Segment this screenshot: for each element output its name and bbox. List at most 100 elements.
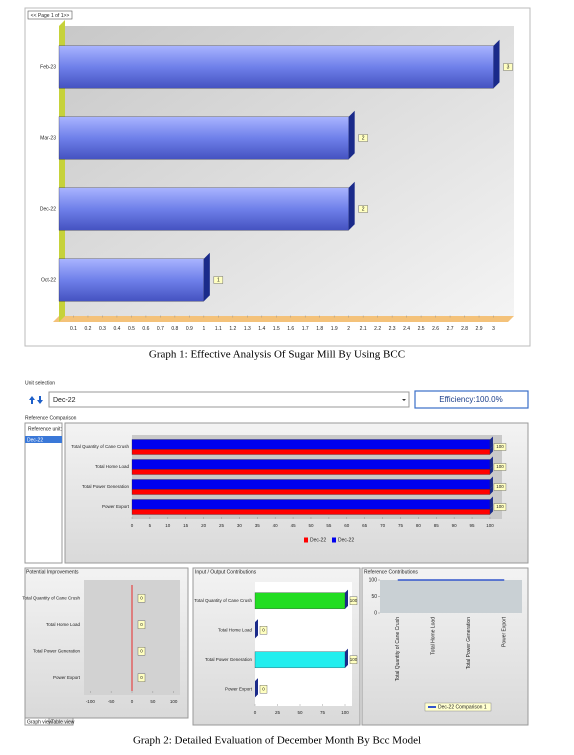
y-tick-label: 50 — [371, 594, 377, 600]
x-tick-label: 3 — [492, 326, 495, 332]
x-tick-label: 50 — [308, 523, 314, 528]
x-tick-label: 0.9 — [186, 326, 193, 332]
x-tick-label: 80 — [416, 523, 422, 528]
category-label: Dec-22 — [40, 206, 56, 212]
x-tick-label: 2 — [347, 326, 350, 332]
reference-list[interactable] — [24, 422, 63, 564]
data-label: 100 — [496, 444, 504, 449]
x-tick-label: 60 — [344, 523, 350, 528]
data-label: 1 — [217, 277, 220, 283]
label-box — [213, 276, 224, 284]
x-tick-label: 2.5 — [418, 326, 425, 332]
data-label: 100 — [496, 464, 504, 469]
x-tick-label: 1.7 — [302, 326, 309, 332]
x-tick-label: 10 — [165, 523, 171, 528]
label-box — [137, 673, 146, 682]
x-tick-label: 30 — [237, 523, 243, 528]
x-tick-label: 45 — [291, 523, 297, 528]
x-tick-label: 85 — [434, 523, 440, 528]
data-label: 0 — [140, 622, 143, 627]
x-tick-label: 75 — [320, 710, 326, 715]
data-label: 3 — [507, 64, 510, 70]
x-tick-label: 5 — [149, 523, 152, 528]
data-label: 100 — [496, 484, 504, 489]
x-tick-label: 15 — [183, 523, 189, 528]
x-tick-label: 50 — [150, 699, 156, 704]
bar-side — [489, 486, 493, 495]
tab[interactable] — [48, 717, 74, 726]
category-label: Total Power Generation — [466, 617, 472, 669]
x-tick-label: 1.3 — [244, 326, 251, 332]
bar-side — [489, 496, 493, 510]
pager[interactable] — [27, 10, 73, 20]
x-tick-label: 100 — [341, 710, 349, 715]
bar — [58, 187, 349, 231]
label-box — [493, 463, 507, 471]
list-item[interactable]: Dec-22 — [27, 437, 43, 443]
panel-title: Reference Contributions — [364, 569, 418, 575]
bar — [254, 592, 346, 610]
legend-swatch — [428, 706, 436, 708]
plot-side — [59, 20, 65, 322]
label-box — [493, 443, 507, 451]
up-button[interactable] — [29, 396, 35, 404]
category-label: Power Export — [225, 686, 253, 691]
x-tick-label: 1.9 — [331, 326, 338, 332]
x-tick-label: 1.4 — [258, 326, 265, 332]
category-label: Power Export — [502, 616, 508, 647]
x-tick-label: 2.9 — [476, 326, 483, 332]
x-tick-label: 0.2 — [84, 326, 91, 332]
x-tick-label: 2.7 — [447, 326, 454, 332]
x-tick-label: 0 — [131, 523, 134, 528]
label: Reference Comparison — [25, 415, 77, 421]
legend-label: Dec-22 Comparison 1 — [438, 704, 487, 710]
data-label: 0 — [262, 627, 265, 632]
category-label: Total Home Load — [431, 617, 437, 655]
dropdown-value: Dec-22 — [53, 397, 76, 404]
pager-text: << Page 1 of 1>> — [31, 13, 70, 19]
x-tick-label: 25 — [219, 523, 225, 528]
label: Reference unit: — [28, 426, 62, 432]
bar — [131, 459, 491, 470]
bar — [131, 489, 491, 495]
data-label: 2 — [362, 206, 365, 212]
x-tick-label: 0.5 — [128, 326, 135, 332]
unit-dropdown[interactable] — [48, 391, 410, 408]
x-tick-label: 1.8 — [316, 326, 323, 332]
data-label: 0 — [262, 686, 265, 691]
tab-label: Graph view — [27, 719, 53, 725]
bar-side — [489, 456, 493, 470]
bar-side — [255, 619, 258, 639]
label-box — [349, 655, 358, 664]
category-label: Total Quantity of Cane Crush — [22, 595, 80, 600]
x-tick-label: 50 — [297, 710, 303, 715]
label-box — [259, 626, 268, 635]
category-label: Power Export — [53, 675, 81, 680]
data-label: 100 — [350, 657, 358, 662]
y-tick-label: 100 — [369, 577, 378, 583]
label-box — [259, 685, 268, 694]
x-tick-label: 1.6 — [287, 326, 294, 332]
category-label: Total Quantity of Cane Crush — [395, 617, 401, 681]
category-label: Total Home Load — [218, 627, 253, 632]
x-tick-label: 20 — [201, 523, 207, 528]
plot-floor — [53, 316, 514, 322]
bar — [131, 479, 491, 490]
down-button[interactable] — [37, 396, 43, 404]
x-tick-label: 95 — [470, 523, 476, 528]
bar-side — [493, 39, 500, 89]
category-label: Mar-23 — [40, 135, 56, 141]
data-label: 100 — [350, 598, 358, 603]
category-label: Feb-23 — [40, 64, 56, 70]
y-tick-label: 0 — [374, 610, 377, 616]
caption: Graph 1: Effective Analysis Of Sugar Mil… — [149, 349, 405, 361]
x-tick-label: 0.8 — [171, 326, 178, 332]
area — [380, 580, 522, 613]
x-tick-label: 0.6 — [142, 326, 149, 332]
x-tick-label: 70 — [380, 523, 386, 528]
x-tick-label: 100 — [486, 523, 494, 528]
x-tick-label: 0 — [254, 710, 257, 715]
x-tick-label: 90 — [452, 523, 458, 528]
label-box — [493, 483, 507, 491]
label-box — [358, 134, 368, 142]
